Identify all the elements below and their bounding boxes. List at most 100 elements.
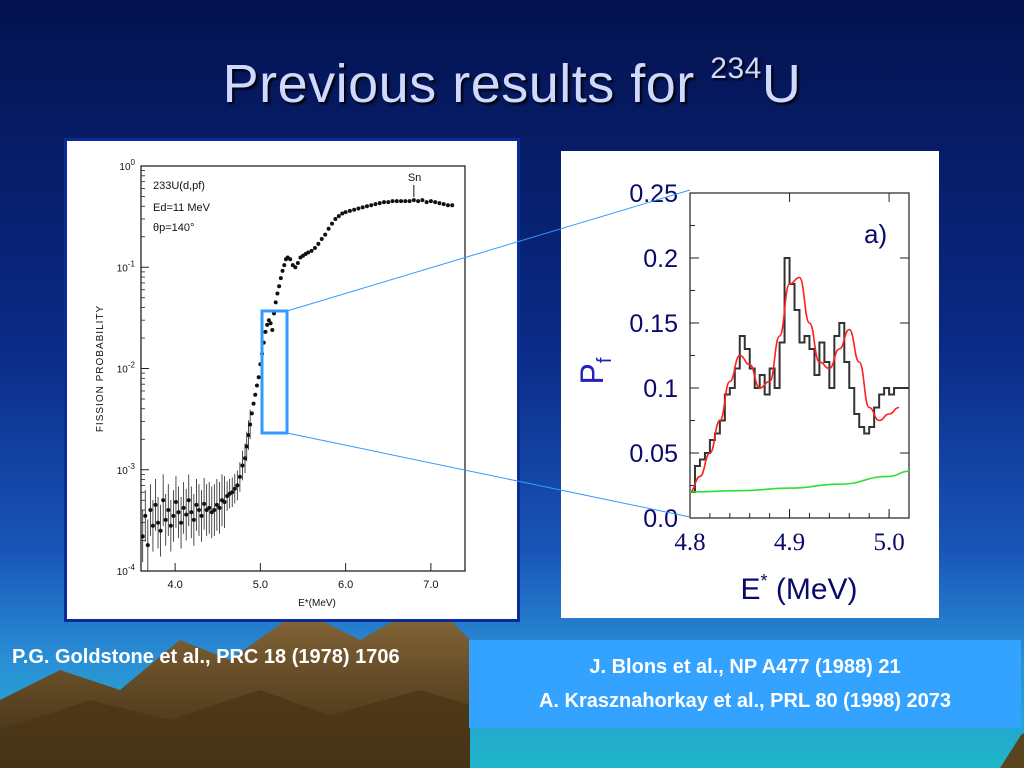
- right-y-tick-label: 0.2: [643, 245, 678, 273]
- left-x-tick-label: 6.0: [338, 579, 353, 591]
- left-y-tick-label: 10-2: [117, 361, 136, 376]
- left-data-point: [316, 241, 321, 246]
- left-data-point: [326, 226, 331, 231]
- left-data-point: [191, 517, 196, 522]
- right-labels: a) E* (MeV) Pf: [574, 219, 887, 606]
- left-data-point: [424, 200, 429, 205]
- left-data-point: [143, 513, 148, 518]
- slide-title: Previous results for 234U: [222, 52, 802, 114]
- left-data-point: [329, 221, 334, 226]
- left-data-point: [251, 401, 256, 406]
- left-data-point: [153, 502, 158, 507]
- right-y-tick-label: 0.15: [629, 310, 678, 338]
- left-data-point: [209, 510, 214, 515]
- right-x-tick-label: 5.0: [873, 529, 904, 556]
- left-data-point: [428, 199, 433, 204]
- left-data-point: [253, 392, 258, 397]
- left-data-point: [273, 300, 278, 305]
- left-data-point: [272, 311, 277, 316]
- left-y-tick-label: 10-4: [117, 563, 136, 578]
- left-data-point: [158, 528, 163, 533]
- left-data-point: [280, 268, 285, 273]
- right-chart-panel: 4.8 4.9 5.0 0.0 0.05 0.1 0.15 0.2 0.25 a) E* (MeV…: [561, 151, 939, 618]
- left-data-point: [333, 216, 338, 221]
- left-data-point: [230, 490, 235, 495]
- left-data-point: [222, 500, 227, 505]
- left-data-point: [217, 505, 222, 510]
- caption-right-line1: J. Blons et al., NP A477 (1988) 21: [589, 656, 901, 678]
- left-data-point: [295, 261, 300, 266]
- left-x-axis-label: E*(MeV): [298, 598, 336, 609]
- left-angle-label: θp=140°: [153, 222, 194, 234]
- left-energy-label: Ed=11 MeV: [153, 202, 211, 214]
- left-data-point: [168, 523, 173, 528]
- left-data-point: [352, 207, 357, 212]
- left-data-point: [256, 375, 261, 380]
- left-data-point: [145, 543, 150, 548]
- left-data-point: [390, 199, 395, 204]
- left-data-point: [450, 203, 455, 208]
- left-data-point: [437, 201, 442, 206]
- right-panel-label: a): [864, 219, 887, 249]
- left-data-point: [194, 502, 199, 507]
- left-data-point: [420, 198, 425, 203]
- left-data-point: [356, 206, 361, 211]
- right-series-smooth-1: [689, 276, 900, 493]
- left-data-point: [261, 340, 266, 345]
- right-series-step-0: [690, 257, 909, 493]
- left-axes: 4.0 5.0 6.0 7.0 10-4 10-3 10-2 10-1 100: [117, 158, 466, 591]
- left-data-point: [232, 486, 237, 491]
- left-data-point: [399, 199, 404, 204]
- left-data-point: [343, 210, 348, 215]
- left-data-point: [249, 411, 254, 416]
- right-series: [689, 257, 910, 493]
- right-y-tick-label: 0.25: [629, 180, 678, 208]
- left-data-point: [278, 276, 283, 281]
- left-data-point: [189, 510, 194, 515]
- left-data-point: [382, 200, 386, 205]
- right-series-smooth-2: [689, 470, 910, 493]
- left-data-point: [377, 201, 382, 206]
- right-y-tick-label: 0.05: [629, 440, 678, 468]
- caption-right-box: J. Blons et al., NP A477 (1988) 21 A. Kr…: [469, 640, 1021, 728]
- left-data-point: [268, 321, 273, 326]
- left-data-point: [184, 512, 189, 517]
- left-data-point: [364, 204, 369, 209]
- left-data-point: [282, 263, 287, 268]
- right-y-tick-label: 0.1: [643, 375, 678, 403]
- left-x-tick-label: 5.0: [253, 579, 268, 591]
- caption-left: P.G. Goldstone et al., PRC 18 (1978) 170…: [12, 646, 400, 668]
- left-data-point: [150, 523, 155, 528]
- right-x-tick-label: 4.9: [774, 529, 805, 556]
- left-data-point: [199, 513, 204, 518]
- left-data-point: [323, 232, 328, 237]
- left-data-point: [235, 483, 240, 488]
- left-data-point: [148, 508, 153, 513]
- left-data-point: [176, 510, 181, 515]
- left-x-tick-label: 4.0: [167, 579, 182, 591]
- left-data-point: [240, 463, 245, 468]
- left-data-point: [202, 501, 207, 506]
- left-data-point: [248, 422, 253, 427]
- left-data-point: [161, 498, 166, 503]
- left-data-point: [386, 200, 391, 205]
- left-data-point: [433, 200, 438, 205]
- left-data-point: [244, 444, 249, 449]
- left-sn-label: Sn: [408, 172, 421, 184]
- left-x-tick-label: 7.0: [423, 579, 438, 591]
- left-data-point: [288, 257, 293, 262]
- left-data-point: [173, 500, 178, 505]
- left-y-tick-label: 100: [119, 158, 135, 173]
- left-data-point: [214, 502, 219, 507]
- right-y-tick-label: 0.0: [643, 505, 678, 533]
- left-data-point: [140, 534, 145, 539]
- left-data-point: [237, 474, 242, 479]
- left-data-point: [265, 322, 270, 327]
- left-y-axis-label: FISSION PROBABILITY: [95, 305, 106, 432]
- left-data-point: [254, 383, 259, 388]
- left-data-point: [336, 214, 341, 219]
- left-labels: E*(MeV) FISSION PROBABILITY 233U(d,pf) Ed=1…: [95, 172, 421, 609]
- left-data-point: [373, 202, 378, 207]
- left-data-point: [347, 208, 352, 213]
- left-data-point: [445, 203, 450, 208]
